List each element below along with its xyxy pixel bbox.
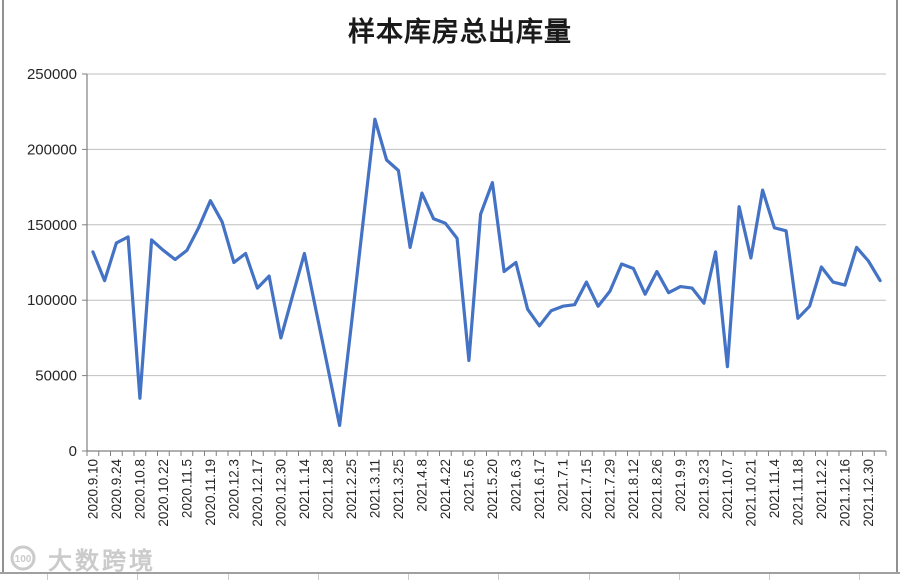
chart-title: 样本库房总出库量 xyxy=(348,17,572,47)
x-axis-label: 2021.3.11 xyxy=(367,459,382,518)
x-axis-label: 2020.9.24 xyxy=(109,459,124,520)
y-axis-label: 200000 xyxy=(27,141,77,158)
x-axis-label: 2021.5.6 xyxy=(461,459,476,512)
y-axis-label: 0 xyxy=(69,443,77,460)
x-axis-label: 2021.9.9 xyxy=(673,459,688,512)
y-axis-label: 250000 xyxy=(27,66,77,83)
x-axis-label: 2020.12.17 xyxy=(250,459,265,527)
x-axis-label: 2020.10.8 xyxy=(132,459,147,519)
y-axis-label: 50000 xyxy=(35,368,77,385)
cell-border xyxy=(769,574,770,580)
x-axis-label: 2021.7.15 xyxy=(579,459,594,519)
x-axis-label: 2021.1.28 xyxy=(320,459,335,519)
data-series-line xyxy=(91,117,882,427)
x-axis-label: 2021.10.7 xyxy=(720,459,735,519)
cell-border xyxy=(498,574,500,580)
x-axis-label: 2020.11.5 xyxy=(179,459,194,518)
x-axis-label: 2020.11.19 xyxy=(203,459,218,526)
window-border-left xyxy=(2,0,4,580)
window-border-right xyxy=(896,0,898,580)
x-axis-label: 2021.4.22 xyxy=(438,459,453,519)
x-axis-label: 2021.6.17 xyxy=(532,459,547,519)
x-axis-label: 2020.10.22 xyxy=(156,459,171,527)
x-axis-label: 2021.12.16 xyxy=(837,459,852,527)
x-axis-label: 2021.7.29 xyxy=(602,459,617,519)
x-axis-label: 2021.10.21 xyxy=(743,459,758,527)
cell-border xyxy=(227,574,229,580)
x-axis-label: 2021.8.26 xyxy=(649,459,664,519)
x-axis-label: 2021.11.4 xyxy=(767,459,782,519)
x-axis-label: 2020.12.3 xyxy=(226,459,241,519)
x-axis-label: 2021.9.23 xyxy=(696,459,711,519)
y-axis-label: 100000 xyxy=(27,292,77,309)
x-axis-label: 2020.9.10 xyxy=(85,459,100,519)
x-axis-label: 2021.6.3 xyxy=(508,459,523,512)
x-axis-label: 2021.5.20 xyxy=(485,459,500,519)
x-axis-label: 2021.12.30 xyxy=(861,459,876,527)
cell-border xyxy=(47,574,48,580)
x-axis-label: 2021.11.18 xyxy=(790,459,805,526)
x-axis-label: 2021.1.14 xyxy=(297,459,312,520)
cell-border xyxy=(137,574,139,580)
x-axis-label: 2021.2.25 xyxy=(344,459,359,519)
spreadsheet-row xyxy=(0,574,900,580)
cell-border xyxy=(588,574,590,580)
x-axis-label: 2020.12.30 xyxy=(273,459,288,527)
x-axis-label: 2021.3.25 xyxy=(391,459,406,519)
cell-border xyxy=(859,574,861,580)
cell-border xyxy=(678,574,680,580)
cell-border xyxy=(317,574,319,580)
chart-bottom-border xyxy=(0,572,900,574)
x-axis-label: 2021.12.2 xyxy=(814,459,829,519)
y-axis-label: 150000 xyxy=(27,217,77,234)
x-axis-label: 2021.7.1 xyxy=(555,459,570,512)
x-axis-label: 2021.4.8 xyxy=(414,459,429,512)
x-axis-label: 2021.8.12 xyxy=(626,459,641,519)
cell-border xyxy=(408,574,409,580)
